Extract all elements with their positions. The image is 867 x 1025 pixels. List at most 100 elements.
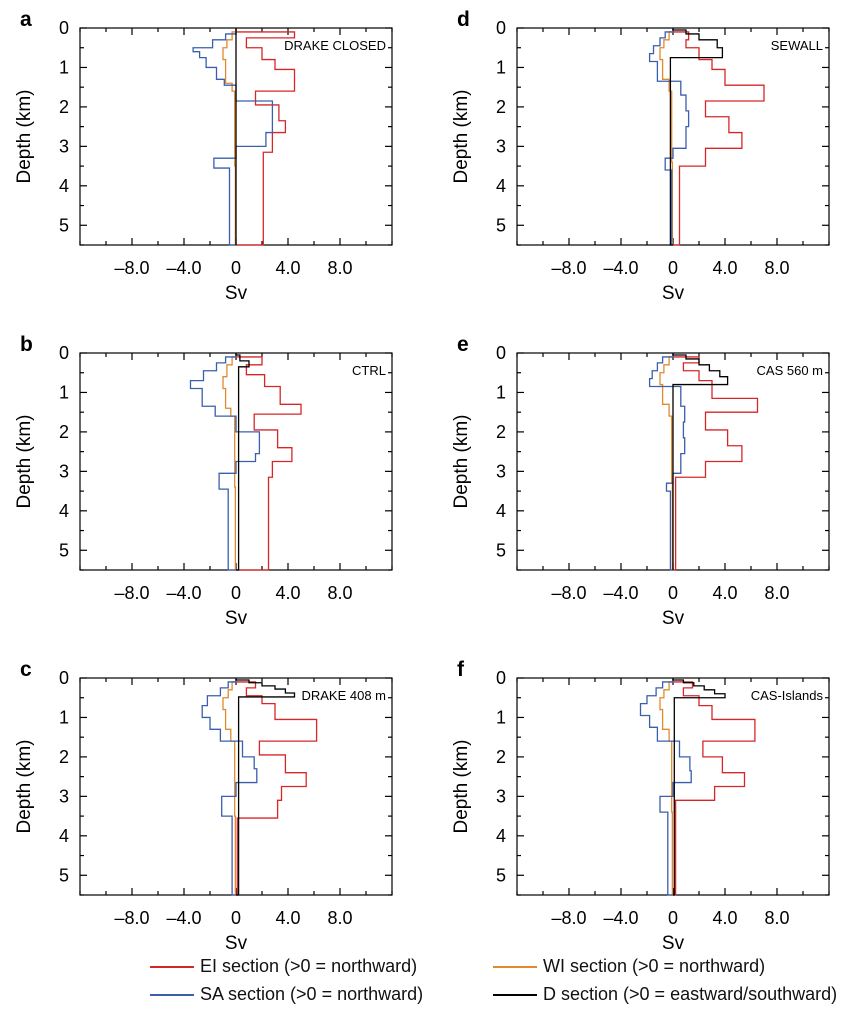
- x-tick-label: –4.0: [166, 908, 201, 928]
- series-wi-line: [659, 678, 674, 896]
- panel-letter: f: [457, 658, 465, 681]
- y-tick-label: 3: [496, 786, 506, 806]
- y-tick-label: 0: [59, 18, 69, 38]
- panel-letter: c: [20, 658, 32, 681]
- y-tick-label: 5: [496, 215, 506, 235]
- x-axis-title: Sv: [225, 283, 248, 304]
- experiment-label: SEWALL: [771, 38, 823, 53]
- y-tick-label: 3: [59, 461, 69, 481]
- panel-letter: a: [20, 8, 32, 31]
- x-tick-label: 0: [231, 583, 241, 603]
- y-tick-label: 4: [59, 826, 69, 846]
- series-sa-line: [648, 28, 690, 246]
- y-tick-label: 4: [496, 826, 506, 846]
- y-axis-title: Depth (km): [14, 90, 35, 184]
- y-tick-label: 0: [59, 343, 69, 363]
- y-tick-label: 2: [496, 422, 506, 442]
- series-ei-line: [235, 28, 296, 246]
- y-tick-label: 3: [496, 461, 506, 481]
- panel-letter: e: [457, 333, 469, 356]
- series-wi-line: [222, 28, 237, 246]
- series-sa-line: [189, 353, 261, 571]
- experiment-label: DRAKE CLOSED: [284, 38, 386, 53]
- x-tick-label: 4.0: [712, 908, 737, 928]
- y-tick-label: 0: [59, 668, 69, 688]
- experiment-label: CTRL: [352, 363, 386, 378]
- x-tick-label: 4.0: [275, 258, 300, 278]
- y-tick-label: 2: [59, 422, 69, 442]
- x-tick-label: –4.0: [166, 583, 201, 603]
- x-tick-label: 0: [231, 258, 241, 278]
- y-axis-title: Depth (km): [451, 740, 472, 834]
- y-tick-label: 4: [496, 176, 506, 196]
- panel-e: –8.0 –4.0 0 4.0 8.0 0 1 2 3 4 5 Sv Depth (km) e CAS 56…: [451, 333, 830, 629]
- panel-letter: b: [20, 333, 33, 356]
- y-tick-label: 0: [496, 18, 506, 38]
- series-ei-line: [672, 353, 759, 571]
- series-d-line: [672, 678, 726, 896]
- experiment-label: CAS-Islands: [751, 688, 824, 703]
- series-ei-line: [235, 353, 302, 571]
- series-ei-line: [672, 28, 765, 246]
- experiment-label: DRAKE 408 m: [301, 688, 386, 703]
- panel-a: –8.0 –4.0 0 4.0 8.0 0 1 2 3 4 5 Sv Depth (km) a DRAKE …: [14, 8, 393, 304]
- x-tick-label: –4.0: [166, 258, 201, 278]
- y-tick-label: 5: [496, 865, 506, 885]
- x-tick-label: 4.0: [275, 908, 300, 928]
- x-tick-label: 8.0: [327, 258, 352, 278]
- x-tick-label: –8.0: [114, 258, 149, 278]
- y-tick-label: 3: [59, 786, 69, 806]
- y-tick-label: 1: [59, 382, 69, 402]
- x-axis-title: Sv: [662, 608, 685, 629]
- y-tick-label: 0: [496, 343, 506, 363]
- y-axis-title: Depth (km): [14, 415, 35, 509]
- experiment-label: CAS 560 m: [757, 363, 823, 378]
- x-tick-label: –8.0: [551, 583, 586, 603]
- y-axis-title: Depth (km): [451, 90, 472, 184]
- y-tick-label: 4: [59, 501, 69, 521]
- x-tick-label: –8.0: [551, 908, 586, 928]
- x-tick-label: 8.0: [327, 583, 352, 603]
- x-tick-label: 8.0: [764, 583, 789, 603]
- panel-letter: d: [457, 8, 470, 31]
- series-d-line: [235, 678, 296, 896]
- x-tick-label: –4.0: [603, 258, 638, 278]
- x-tick-label: 0: [668, 583, 678, 603]
- x-tick-label: –8.0: [551, 258, 586, 278]
- series-sa-line: [639, 678, 692, 896]
- x-tick-label: 8.0: [327, 908, 352, 928]
- series-ei-line: [235, 678, 318, 896]
- x-tick-label: –4.0: [603, 583, 638, 603]
- y-tick-label: 4: [496, 501, 506, 521]
- series-wi-line: [659, 28, 674, 246]
- y-tick-label: 5: [59, 865, 69, 885]
- series-sa-line: [201, 678, 258, 896]
- series-wi-line: [222, 678, 237, 896]
- x-tick-label: 0: [668, 908, 678, 928]
- panel-b: –8.0 –4.0 0 4.0 8.0 0 1 2 3 4 5 Sv Depth (km) b CTRL: [14, 333, 393, 629]
- y-axis-title: Depth (km): [14, 740, 35, 834]
- x-tick-label: –8.0: [114, 908, 149, 928]
- panel-d: –8.0 –4.0 0 4.0 8.0 0 1 2 3 4 5 Sv Depth (km) d SEWALL: [451, 8, 830, 304]
- x-tick-label: 4.0: [712, 583, 737, 603]
- x-axis-title: Sv: [662, 933, 685, 954]
- y-tick-label: 5: [59, 215, 69, 235]
- y-tick-label: 1: [496, 707, 506, 727]
- series-ei-line: [672, 678, 756, 896]
- y-tick-label: 2: [496, 97, 506, 117]
- y-tick-label: 1: [59, 57, 69, 77]
- panel-c: –8.0 –4.0 0 4.0 8.0 0 1 2 3 4 5 Sv Depth (km) c DRAKE …: [14, 658, 393, 954]
- x-tick-label: 4.0: [275, 583, 300, 603]
- y-tick-label: 1: [59, 707, 69, 727]
- x-tick-label: –4.0: [603, 908, 638, 928]
- x-axis-title: Sv: [225, 608, 248, 629]
- y-tick-label: 5: [496, 540, 506, 560]
- y-tick-label: 4: [59, 176, 69, 196]
- y-tick-label: 0: [496, 668, 506, 688]
- y-tick-label: 1: [496, 382, 506, 402]
- x-tick-label: 8.0: [764, 908, 789, 928]
- x-tick-label: 8.0: [764, 258, 789, 278]
- x-tick-label: 0: [231, 908, 241, 928]
- series-d-line: [235, 353, 250, 571]
